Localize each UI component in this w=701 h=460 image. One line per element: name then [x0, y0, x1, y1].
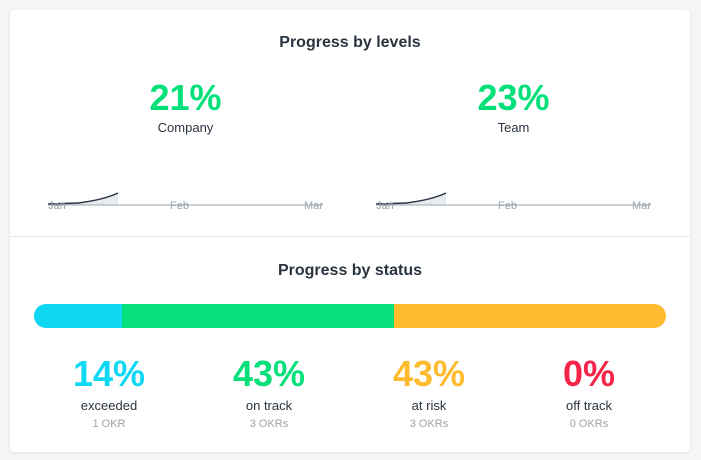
axis-tick-jan: Jan [48, 200, 66, 212]
status-section-title: Progress by status [277, 262, 423, 279]
status-at-risk: 43% at risk 3 OKRs [344, 353, 514, 431]
status-on-track: 43% on track 3 OKRs [184, 353, 354, 431]
status-percent: 0% [562, 353, 616, 394]
status-percent: 14% [72, 353, 146, 394]
status-okr-count: 1 OKR [92, 418, 126, 430]
level-company: 21% Company Jan Feb Mar [48, 76, 323, 226]
status-bar-segment-at-risk [394, 304, 666, 328]
company-sparkline [48, 192, 323, 206]
axis-tick-jan: Jan [376, 200, 394, 212]
axis-tick-mar: Mar [304, 200, 323, 212]
status-percent: 43% [232, 353, 306, 394]
section-divider [10, 236, 690, 237]
status-exceeded: 14% exceeded 1 OKR [24, 353, 194, 431]
status-bar-segment-on-track [122, 304, 395, 328]
status-off-track: 0% off track 0 OKRs [504, 353, 674, 431]
status-label: at risk [411, 398, 447, 413]
level-team: 23% Team Jan Feb Mar [376, 76, 651, 226]
level-percent: 21% [149, 77, 222, 118]
status-progress-bar [34, 304, 666, 328]
axis-tick-feb: Feb [498, 200, 517, 212]
axis-tick-feb: Feb [170, 200, 189, 212]
status-okr-count: 3 OKRs [249, 418, 289, 430]
levels-section-title: Progress by levels [279, 34, 421, 51]
status-okr-count: 0 OKRs [569, 418, 609, 430]
team-sparkline [376, 192, 651, 206]
okr-progress-card: Progress by levels 21% Company Jan Feb M… [10, 10, 690, 452]
level-percent: 23% [477, 77, 550, 118]
level-label: Team [497, 120, 530, 135]
status-label: exceeded [80, 398, 138, 413]
status-label: off track [565, 398, 612, 413]
status-label: on track [245, 398, 293, 413]
status-percent: 43% [392, 353, 466, 394]
status-bar-segment-exceeded [34, 304, 123, 328]
status-okr-count: 3 OKRs [409, 418, 449, 430]
level-label: Company [157, 120, 214, 135]
axis-tick-mar: Mar [632, 200, 651, 212]
